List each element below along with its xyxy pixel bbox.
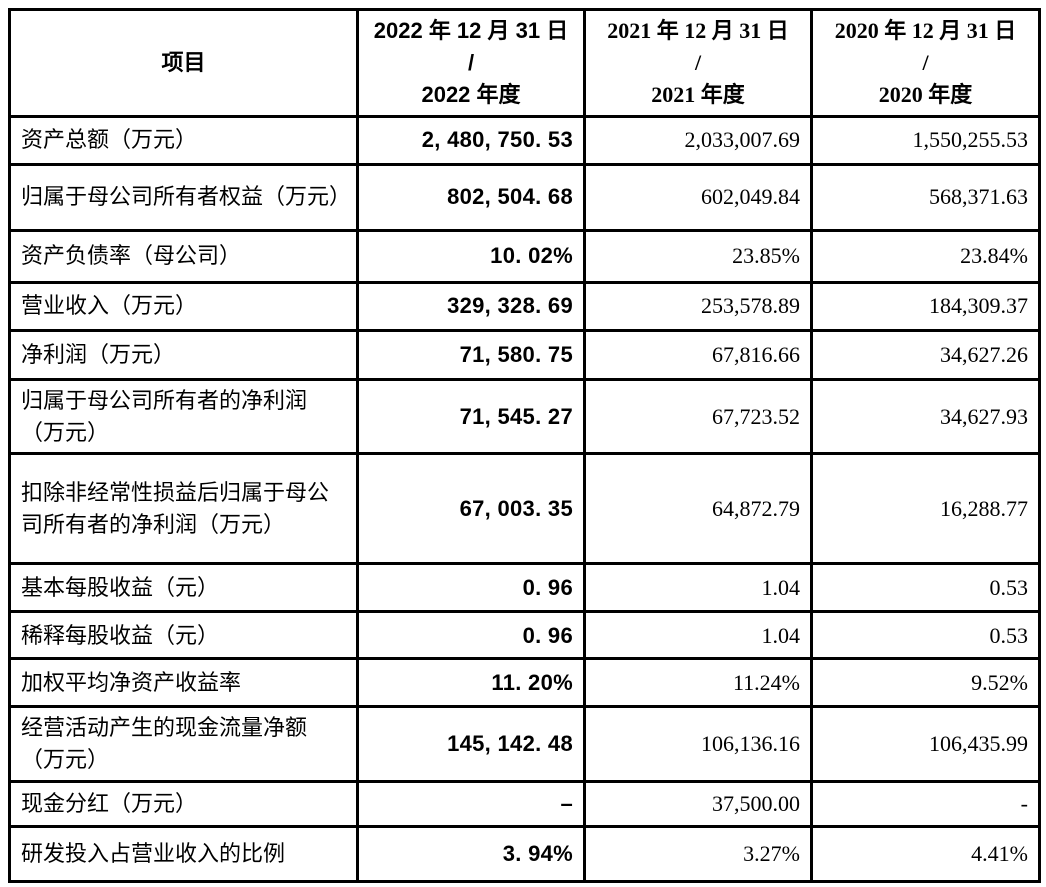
table-row: 资产总额（万元） 2, 480, 750. 53 2,033,007.69 1,… xyxy=(8,114,1041,166)
header-2020-line1: 2020 年 12 月 31 日 xyxy=(834,18,1017,43)
item-label: 现金分红（万元） xyxy=(8,780,359,829)
table-row: 净利润（万元） 71, 580. 75 67,816.66 34,627.26 xyxy=(8,328,1041,381)
value-2022: – xyxy=(356,780,586,829)
item-label: 归属于母公司所有者权益（万元） xyxy=(8,162,359,232)
value-2021: 23.85% xyxy=(583,228,813,284)
value-2021: 253,578.89 xyxy=(583,280,813,332)
value-2020: 34,627.93 xyxy=(810,377,1041,456)
value-2022: 802, 504. 68 xyxy=(356,162,586,232)
value-2020: 1,550,255.53 xyxy=(810,114,1041,166)
value-2022: 11. 20% xyxy=(356,657,586,709)
item-label: 营业收入（万元） xyxy=(8,280,359,332)
value-2021: 1.04 xyxy=(583,562,813,614)
item-label: 基本每股收益（元） xyxy=(8,562,359,614)
value-2020: 34,627.26 xyxy=(810,328,1041,381)
value-2020: 568,371.63 xyxy=(810,162,1041,232)
header-2020-line2: / xyxy=(922,49,929,75)
header-2021: 2021 年 12 月 31 日 / 2021 年度 xyxy=(583,8,813,118)
item-label: 扣除非经常性损益后归属于母公司所有者的净利润（万元） xyxy=(8,452,359,566)
value-2021: 67,816.66 xyxy=(583,328,813,381)
value-2022: 71, 545. 27 xyxy=(356,377,586,456)
value-2022: 0. 96 xyxy=(356,562,586,614)
value-2022: 145, 142. 48 xyxy=(356,705,586,784)
header-2021-line2: / xyxy=(694,49,702,75)
item-label: 加权平均净资产收益率 xyxy=(8,657,359,709)
header-2021-line3: 2021 年度 xyxy=(651,81,745,107)
financial-summary-table: 项目 2022 年 12 月 31 日 / 2022 年度 2021 年 12 … xyxy=(8,8,1041,884)
value-2022: 71, 580. 75 xyxy=(356,328,586,381)
value-2022: 329, 328. 69 xyxy=(356,280,586,332)
header-2022-line3: 2022 年度 xyxy=(421,81,521,107)
table-row: 归属于母公司所有者的净利润（万元） 71, 545. 27 67,723.52 … xyxy=(8,377,1041,456)
value-2020: 0.53 xyxy=(810,562,1041,614)
header-item-label: 项目 xyxy=(161,49,206,75)
table-row: 经营活动产生的现金流量净额（万元） 145, 142. 48 106,136.1… xyxy=(8,705,1041,784)
table-row: 稀释每股收益（元） 0. 96 1.04 0.53 xyxy=(8,610,1041,661)
value-2020: 4.41% xyxy=(810,825,1041,884)
item-label: 经营活动产生的现金流量净额（万元） xyxy=(8,705,359,784)
item-label: 归属于母公司所有者的净利润（万元） xyxy=(8,377,359,456)
header-2022-line1: 2022 年 12 月 31 日 xyxy=(373,18,569,43)
value-2020: 16,288.77 xyxy=(810,452,1041,566)
value-2020: 23.84% xyxy=(810,228,1041,284)
table-row: 现金分红（万元） – 37,500.00 - xyxy=(8,780,1041,829)
header-2022-line2: / xyxy=(467,49,475,75)
header-2022: 2022 年 12 月 31 日 / 2022 年度 xyxy=(356,8,586,118)
table-row: 基本每股收益（元） 0. 96 1.04 0.53 xyxy=(8,562,1041,614)
table-row: 加权平均净资产收益率 11. 20% 11.24% 9.52% xyxy=(8,657,1041,709)
table-row: 营业收入（万元） 329, 328. 69 253,578.89 184,309… xyxy=(8,280,1041,332)
value-2022: 10. 02% xyxy=(356,228,586,284)
value-2020: 184,309.37 xyxy=(810,280,1041,332)
value-2021: 67,723.52 xyxy=(583,377,813,456)
value-2020: 0.53 xyxy=(810,610,1041,661)
value-2021: 1.04 xyxy=(583,610,813,661)
value-2021: 106,136.16 xyxy=(583,705,813,784)
header-row: 项目 2022 年 12 月 31 日 / 2022 年度 2021 年 12 … xyxy=(8,8,1041,118)
value-2022: 3. 94% xyxy=(356,825,586,884)
item-label: 研发投入占营业收入的比例 xyxy=(8,825,359,884)
value-2021: 64,872.79 xyxy=(583,452,813,566)
value-2022: 67, 003. 35 xyxy=(356,452,586,566)
value-2020: - xyxy=(810,780,1041,829)
value-2021: 602,049.84 xyxy=(583,162,813,232)
table-row: 归属于母公司所有者权益（万元） 802, 504. 68 602,049.84 … xyxy=(8,162,1041,232)
value-2021: 11.24% xyxy=(583,657,813,709)
item-label: 净利润（万元） xyxy=(8,328,359,381)
item-label: 资产总额（万元） xyxy=(8,114,359,166)
header-item: 项目 xyxy=(8,8,359,118)
value-2021: 3.27% xyxy=(583,825,813,884)
value-2021: 37,500.00 xyxy=(583,780,813,829)
item-label: 资产负债率（母公司） xyxy=(8,228,359,284)
table-row: 研发投入占营业收入的比例 3. 94% 3.27% 4.41% xyxy=(8,825,1041,884)
value-2022: 0. 96 xyxy=(356,610,586,661)
value-2021: 2,033,007.69 xyxy=(583,114,813,166)
header-2020-line3: 2020 年度 xyxy=(878,81,973,107)
header-2021-line1: 2021 年 12 月 31 日 xyxy=(607,18,789,43)
header-2020: 2020 年 12 月 31 日 / 2020 年度 xyxy=(810,8,1041,118)
value-2020: 106,435.99 xyxy=(810,705,1041,784)
value-2020: 9.52% xyxy=(810,657,1041,709)
item-label: 稀释每股收益（元） xyxy=(8,610,359,661)
value-2022: 2, 480, 750. 53 xyxy=(356,114,586,166)
table-row: 资产负债率（母公司） 10. 02% 23.85% 23.84% xyxy=(8,228,1041,284)
table-row: 扣除非经常性损益后归属于母公司所有者的净利润（万元） 67, 003. 35 6… xyxy=(8,452,1041,566)
